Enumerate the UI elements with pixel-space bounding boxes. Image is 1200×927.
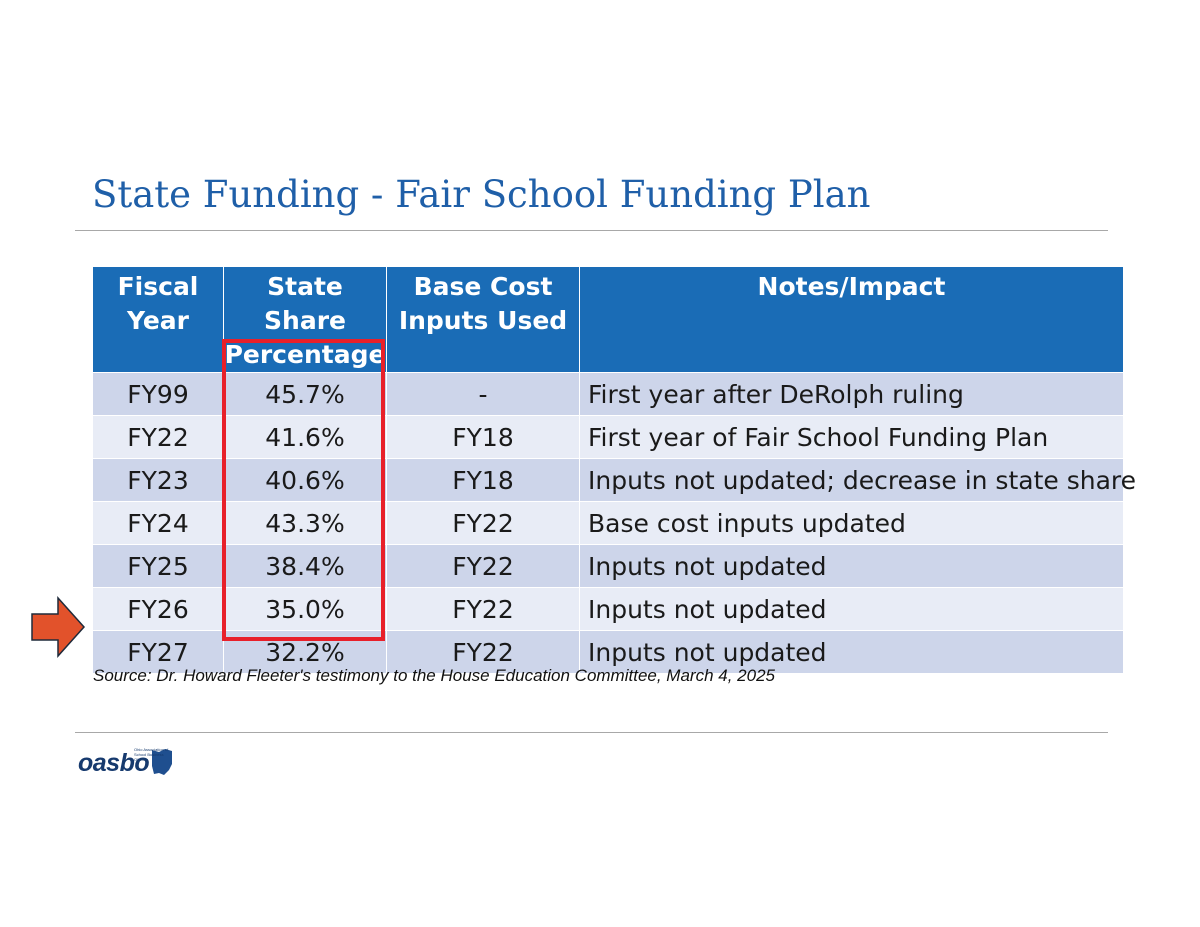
cell-inputs: FY22 bbox=[386, 544, 580, 588]
logo-tagline: Ohio Association of School Business Offi… bbox=[134, 747, 169, 762]
header-fiscal-year: Fiscal Year bbox=[92, 266, 224, 373]
cell-notes: First year of Fair School Funding Plan bbox=[579, 415, 1124, 459]
header-line: Inputs Used bbox=[398, 306, 568, 335]
cell-notes: Inputs not updated; decrease in state sh… bbox=[579, 458, 1136, 502]
footer-divider bbox=[75, 732, 1108, 733]
cell-inputs: FY18 bbox=[386, 458, 580, 502]
header-notes: Notes/Impact bbox=[579, 266, 1124, 373]
table-row: FY25 38.4% FY22 Inputs not updated bbox=[92, 544, 1124, 588]
header-line: Year bbox=[127, 306, 189, 335]
cell-inputs: FY22 bbox=[386, 630, 580, 674]
logo-wordmark: oasbo bbox=[78, 749, 150, 777]
cell-inputs: FY22 bbox=[386, 501, 580, 545]
cell-year: FY23 bbox=[92, 458, 224, 502]
cell-notes: Inputs not updated bbox=[579, 587, 1124, 631]
title-divider bbox=[75, 230, 1108, 231]
table-row: FY23 40.6% FY18 Inputs not updated; decr… bbox=[92, 458, 1136, 502]
cell-notes: Base cost inputs updated bbox=[579, 501, 1124, 545]
cell-notes: Inputs not updated bbox=[579, 630, 1124, 674]
header-line: State Share bbox=[264, 272, 346, 335]
header-line: Base Cost bbox=[413, 272, 553, 301]
table-row: FY24 43.3% FY22 Base cost inputs updated bbox=[92, 501, 1124, 545]
cell-year: FY27 bbox=[92, 630, 224, 674]
table-header-row: Fiscal Year State Share Percentage Base … bbox=[92, 266, 1124, 373]
header-line: Percentage bbox=[224, 340, 386, 369]
cell-share: 35.0% bbox=[223, 587, 387, 631]
cell-inputs: FY18 bbox=[386, 415, 580, 459]
page-title: State Funding - Fair School Funding Plan bbox=[92, 173, 871, 216]
source-note: Source: Dr. Howard Fleeter's testimony t… bbox=[93, 666, 775, 685]
state-funding-table: Fiscal Year State Share Percentage Base … bbox=[92, 266, 1136, 674]
cell-share: 45.7% bbox=[223, 372, 387, 416]
cell-notes: First year after DeRolph ruling bbox=[579, 372, 1124, 416]
cell-year: FY99 bbox=[92, 372, 224, 416]
cell-notes: Inputs not updated bbox=[579, 544, 1124, 588]
cell-share: 43.3% bbox=[223, 501, 387, 545]
table-row: FY99 45.7% - First year after DeRolph ru… bbox=[92, 372, 1124, 416]
cell-year: FY22 bbox=[92, 415, 224, 459]
oasbo-logo: oasbo Ohio Association of School Busines… bbox=[78, 747, 173, 777]
cell-share: 38.4% bbox=[223, 544, 387, 588]
right-arrow-icon bbox=[31, 596, 86, 658]
cell-share: 41.6% bbox=[223, 415, 387, 459]
cell-share: 40.6% bbox=[223, 458, 387, 502]
table-row: FY26 35.0% FY22 Inputs not updated bbox=[92, 587, 1124, 631]
cell-inputs: FY22 bbox=[386, 587, 580, 631]
header-state-share: State Share Percentage bbox=[223, 266, 387, 373]
ohio-state-icon bbox=[152, 749, 173, 775]
table-row: FY22 41.6% FY18 First year of Fair Schoo… bbox=[92, 415, 1124, 459]
header-line: Notes/Impact bbox=[757, 272, 946, 301]
cell-inputs: - bbox=[386, 372, 580, 416]
cell-year: FY24 bbox=[92, 501, 224, 545]
header-line: Fiscal bbox=[117, 272, 199, 301]
cell-year: FY25 bbox=[92, 544, 224, 588]
header-base-cost: Base Cost Inputs Used bbox=[386, 266, 580, 373]
cell-year: FY26 bbox=[92, 587, 224, 631]
